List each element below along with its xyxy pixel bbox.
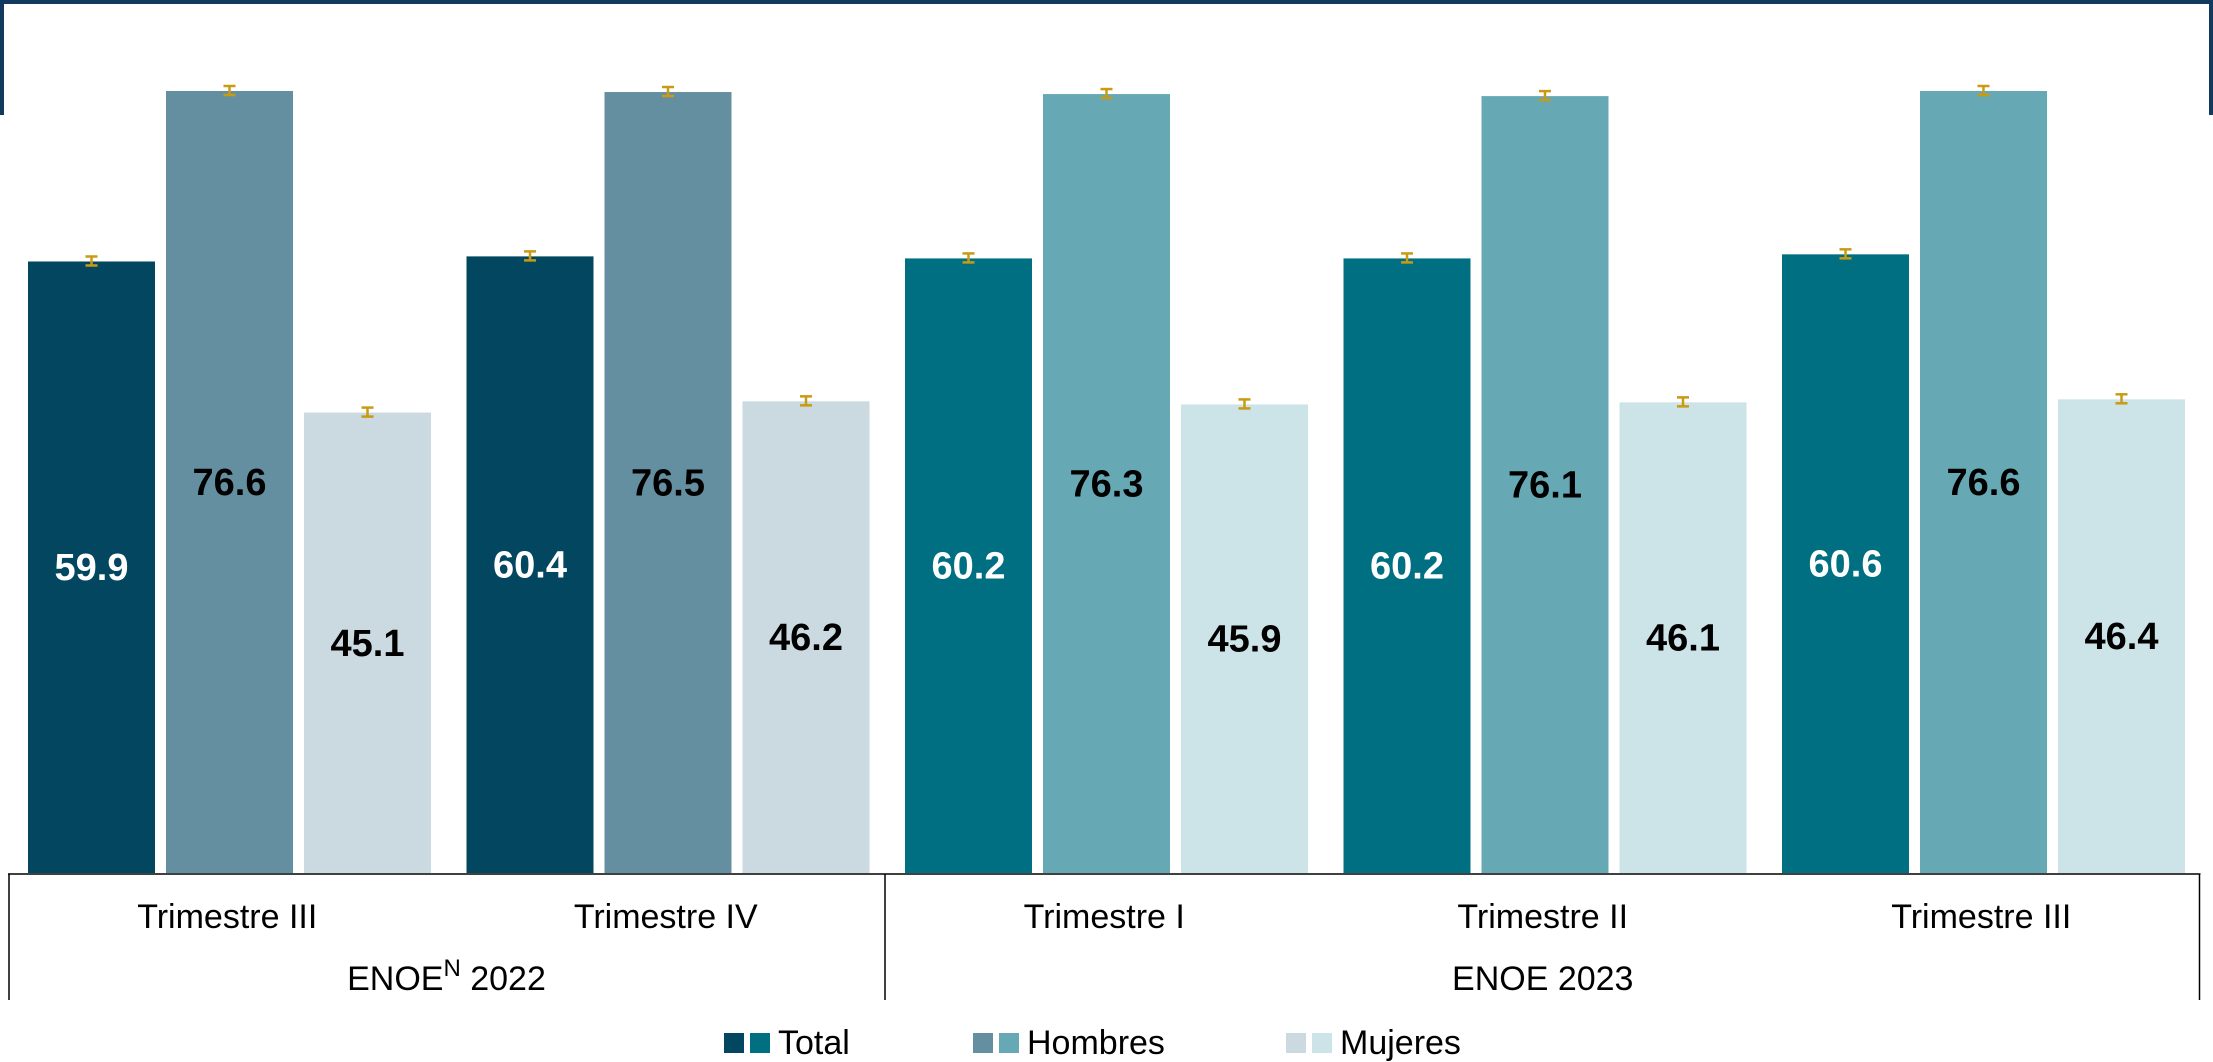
data-label: 46.4	[2085, 616, 2159, 658]
legend-swatch	[750, 1033, 770, 1053]
legend-item-mujeres: Mujeres	[1286, 1024, 1461, 1062]
bar-total-1	[28, 261, 155, 873]
legend-item-total: Total	[724, 1024, 850, 1062]
error-bar	[1401, 252, 1413, 264]
data-label: 76.3	[1070, 464, 1144, 506]
legend-label: Mujeres	[1340, 1024, 1461, 1062]
data-label: 46.2	[769, 617, 843, 659]
error-bar	[524, 250, 536, 262]
error-bar	[1977, 84, 1990, 97]
legend-label: Hombres	[1027, 1024, 1165, 1062]
data-label: 60.2	[932, 546, 1006, 588]
legend-swatch	[724, 1033, 744, 1053]
bar-hombres-5	[1920, 91, 2047, 873]
bar-total-3	[905, 258, 1032, 873]
bar-total-5	[1782, 254, 1909, 873]
category-label: Trimestre III	[137, 898, 317, 936]
error-bar	[800, 395, 812, 407]
bar-hombres-4	[1481, 96, 1609, 874]
group-label: ENOEN 2022	[347, 955, 546, 998]
error-bar	[2115, 393, 2128, 405]
data-label: 45.9	[1208, 619, 1282, 661]
category-label: Trimestre I	[1024, 898, 1185, 936]
bar-mujeres-3	[1181, 404, 1308, 873]
bar-hombres-2	[604, 92, 732, 874]
bar-mujeres-2	[742, 401, 870, 873]
chart-frame	[0, 0, 2213, 115]
data-label: 76.1	[1508, 465, 1582, 507]
error-bar	[1100, 87, 1113, 100]
legend-swatch	[1312, 1033, 1332, 1053]
data-label: 60.6	[1809, 544, 1883, 586]
legend-swatch	[999, 1033, 1019, 1053]
data-label: 59.9	[55, 547, 129, 589]
legend-swatch	[1286, 1033, 1306, 1053]
error-bar	[962, 252, 975, 264]
category-label: Trimestre III	[1891, 898, 2071, 936]
category-axis: Trimestre III Trimestre IV Trimestre I Trim…	[8, 873, 2201, 1000]
error-bar	[662, 85, 674, 98]
bar-mujeres-4	[1619, 402, 1747, 873]
bar-total-2	[466, 256, 594, 874]
data-label: 46.1	[1646, 618, 1720, 660]
error-bar	[1539, 89, 1551, 102]
error-bar	[223, 84, 236, 97]
error-bar	[1677, 396, 1689, 408]
data-label: 45.1	[331, 623, 405, 665]
error-bar	[1238, 398, 1251, 410]
group-label: ENOE 2023	[1452, 960, 1633, 998]
bar-total-4	[1343, 258, 1471, 873]
data-label: 60.2	[1370, 546, 1444, 588]
legend-swatch	[973, 1033, 993, 1053]
bar-mujeres-1	[304, 412, 431, 873]
data-label: 60.4	[493, 545, 567, 587]
bar-hombres-3	[1043, 94, 1170, 873]
legend: Total Hombres Mujeres	[724, 1024, 1461, 1062]
error-bar	[85, 255, 98, 267]
bar-mujeres-5	[2058, 399, 2185, 873]
data-label: 76.6	[193, 462, 267, 504]
category-label: Trimestre II	[1457, 898, 1628, 936]
bars: 59.9 76.6 45.1 60.4 76.5 46.2 60.2 76.3 45.9 60.2…	[28, 84, 2185, 874]
data-label: 76.5	[631, 463, 705, 505]
legend-item-hombres: Hombres	[973, 1024, 1165, 1062]
error-bar	[361, 406, 374, 418]
data-label: 76.6	[1947, 462, 2021, 504]
legend-label: Total	[778, 1024, 850, 1062]
bar-hombres-1	[166, 91, 293, 873]
category-label: Trimestre IV	[574, 898, 758, 936]
top-frame-line	[0, 0, 2213, 115]
error-bar	[1839, 248, 1852, 260]
